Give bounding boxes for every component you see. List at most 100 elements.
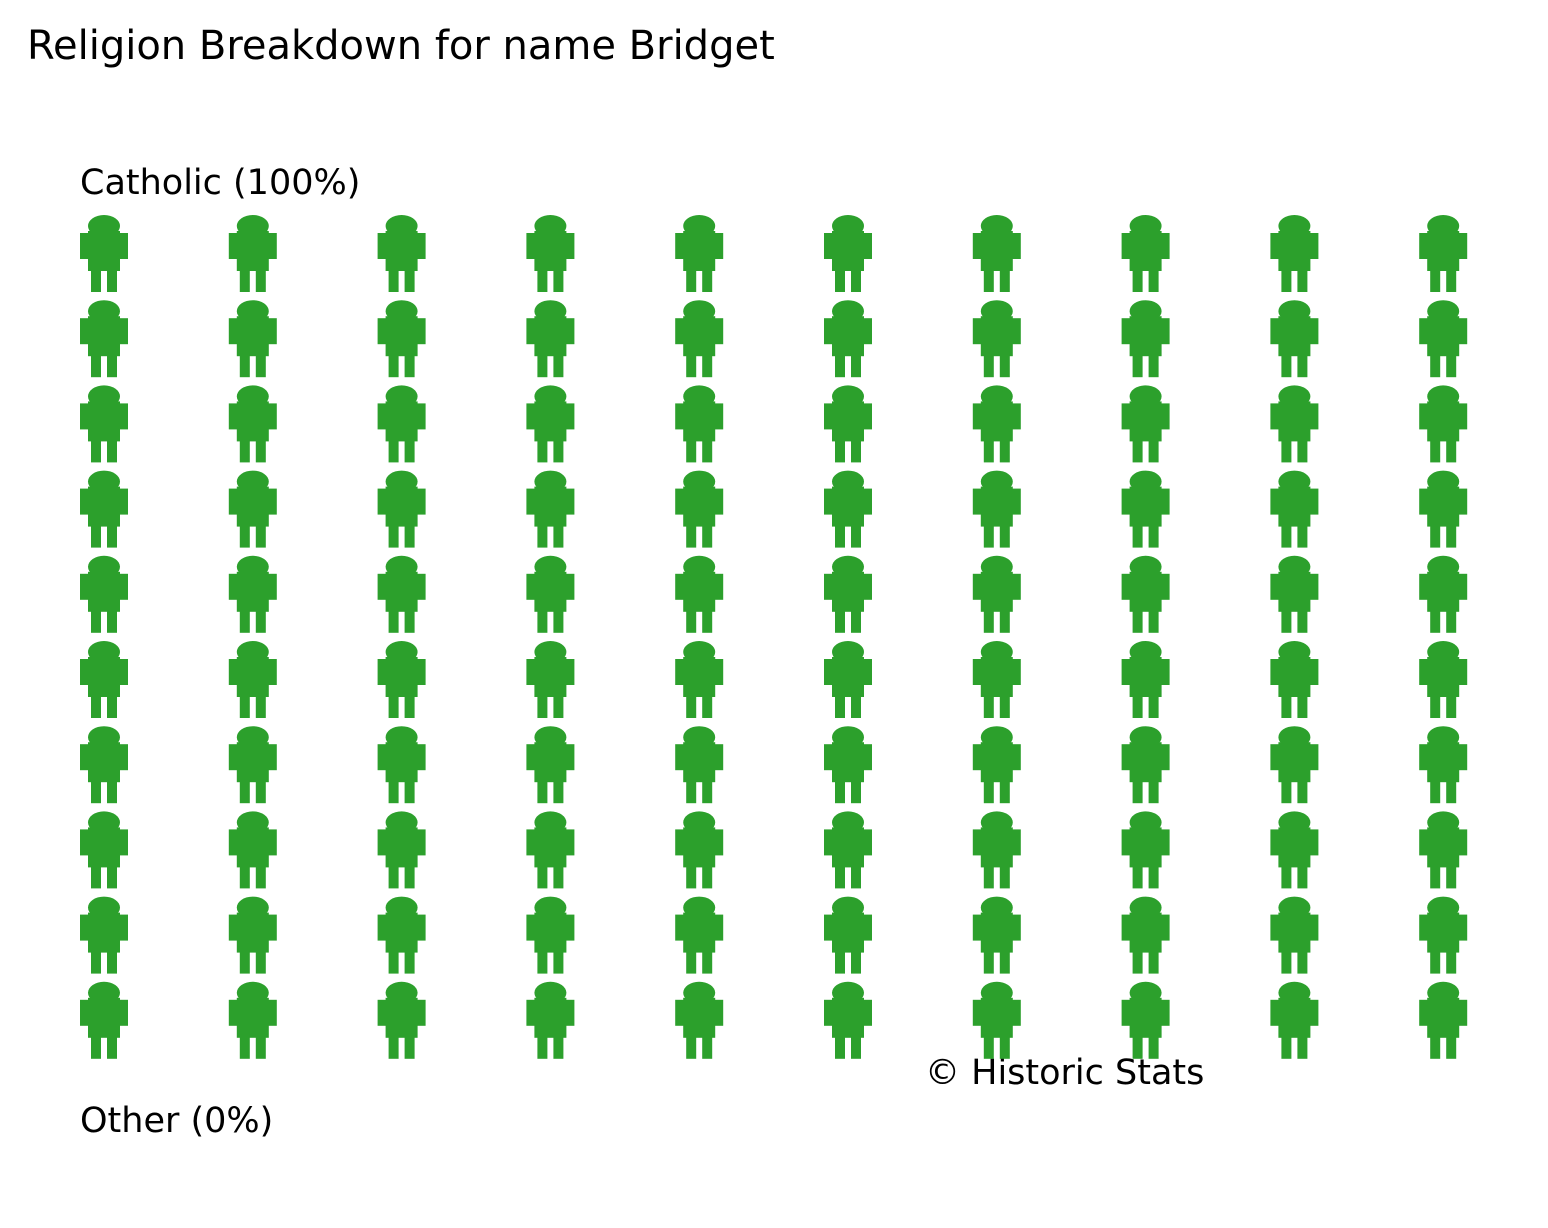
person-icon <box>675 726 724 804</box>
person-icon <box>972 811 1021 889</box>
icon-leg <box>1446 354 1457 378</box>
icon-torso <box>1278 827 1311 868</box>
person-icon <box>675 215 724 292</box>
person-icon <box>377 300 426 378</box>
icon-leg <box>107 269 117 292</box>
icon-torso <box>683 912 716 953</box>
icon-leg <box>983 1035 994 1059</box>
icon-leg <box>1446 780 1457 804</box>
icon-leg <box>983 950 994 974</box>
icon-leg <box>91 269 101 292</box>
person-icon <box>526 726 575 804</box>
icon-leg <box>702 524 713 548</box>
icon-leg <box>404 524 415 548</box>
icon-torso <box>236 401 269 442</box>
person-icon <box>80 811 128 889</box>
icon-leg <box>239 269 250 292</box>
icon-torso <box>88 486 120 527</box>
person-icon <box>1121 726 1170 804</box>
person-icon <box>824 726 872 804</box>
icon-leg <box>553 695 564 718</box>
icon-leg <box>255 950 266 974</box>
icon-leg <box>999 354 1010 378</box>
person-icon <box>1121 896 1170 974</box>
icon-leg <box>851 439 861 463</box>
icon-leg <box>404 865 415 889</box>
icon-leg <box>537 439 548 463</box>
icon-leg <box>91 695 101 718</box>
icon-leg <box>686 269 697 292</box>
person-icon <box>1121 300 1170 378</box>
person-icon <box>972 300 1021 378</box>
icon-leg <box>91 524 101 548</box>
icon-torso <box>683 401 716 442</box>
icon-torso <box>534 912 567 953</box>
icon-torso <box>683 657 716 697</box>
icon-torso <box>534 401 567 442</box>
icon-leg <box>239 780 250 804</box>
icon-leg <box>255 609 266 633</box>
icon-leg <box>1132 609 1143 633</box>
icon-leg <box>686 780 697 804</box>
person-icon <box>972 470 1021 548</box>
icon-leg <box>1446 865 1457 889</box>
icon-leg <box>107 780 117 804</box>
icon-torso <box>1129 997 1162 1038</box>
person-icon <box>972 896 1021 974</box>
icon-torso <box>832 571 864 612</box>
icon-leg <box>91 1035 101 1059</box>
icon-leg <box>404 695 415 718</box>
icon-leg <box>1430 609 1441 633</box>
icon-torso <box>1278 571 1311 612</box>
person-icon <box>1121 641 1170 718</box>
icon-leg <box>91 609 101 633</box>
icon-leg <box>1430 269 1441 292</box>
icon-leg <box>835 439 845 463</box>
icon-torso <box>1427 571 1460 612</box>
person-icon <box>1270 641 1319 718</box>
icon-torso <box>236 997 269 1038</box>
person-icon <box>228 641 277 718</box>
icon-torso <box>1129 401 1162 442</box>
icon-leg <box>686 695 697 718</box>
icon-torso <box>980 742 1013 783</box>
icon-torso <box>236 316 269 357</box>
icon-torso <box>385 742 418 783</box>
icon-torso <box>832 401 864 442</box>
icon-leg <box>1148 269 1159 292</box>
icon-leg <box>702 439 713 463</box>
icon-leg <box>388 354 399 378</box>
person-icon <box>824 385 872 463</box>
person-icon <box>1121 215 1170 292</box>
icon-torso <box>1427 486 1460 527</box>
icon-torso <box>88 401 120 442</box>
icon-torso <box>1129 657 1162 697</box>
icon-torso <box>88 657 120 697</box>
person-icon <box>824 470 872 548</box>
person-icon <box>228 385 277 463</box>
icon-leg <box>999 269 1010 292</box>
icon-leg <box>404 609 415 633</box>
icon-torso <box>1129 486 1162 527</box>
icon-torso <box>1427 231 1460 271</box>
person-icon <box>377 470 426 548</box>
person-icon <box>1419 981 1468 1059</box>
icon-leg <box>537 780 548 804</box>
icon-torso <box>236 742 269 783</box>
icon-leg <box>1297 524 1308 548</box>
person-icon <box>377 726 426 804</box>
person-icon <box>228 215 277 292</box>
icon-leg <box>91 950 101 974</box>
person-icon <box>80 555 128 633</box>
person-icon <box>1270 470 1319 548</box>
icon-torso <box>385 997 418 1038</box>
person-icon <box>1419 300 1468 378</box>
icon-torso <box>1278 316 1311 357</box>
person-icon <box>972 726 1021 804</box>
icon-leg <box>388 439 399 463</box>
icon-leg <box>388 950 399 974</box>
icon-leg <box>537 524 548 548</box>
icon-torso <box>832 486 864 527</box>
icon-leg <box>983 695 994 718</box>
